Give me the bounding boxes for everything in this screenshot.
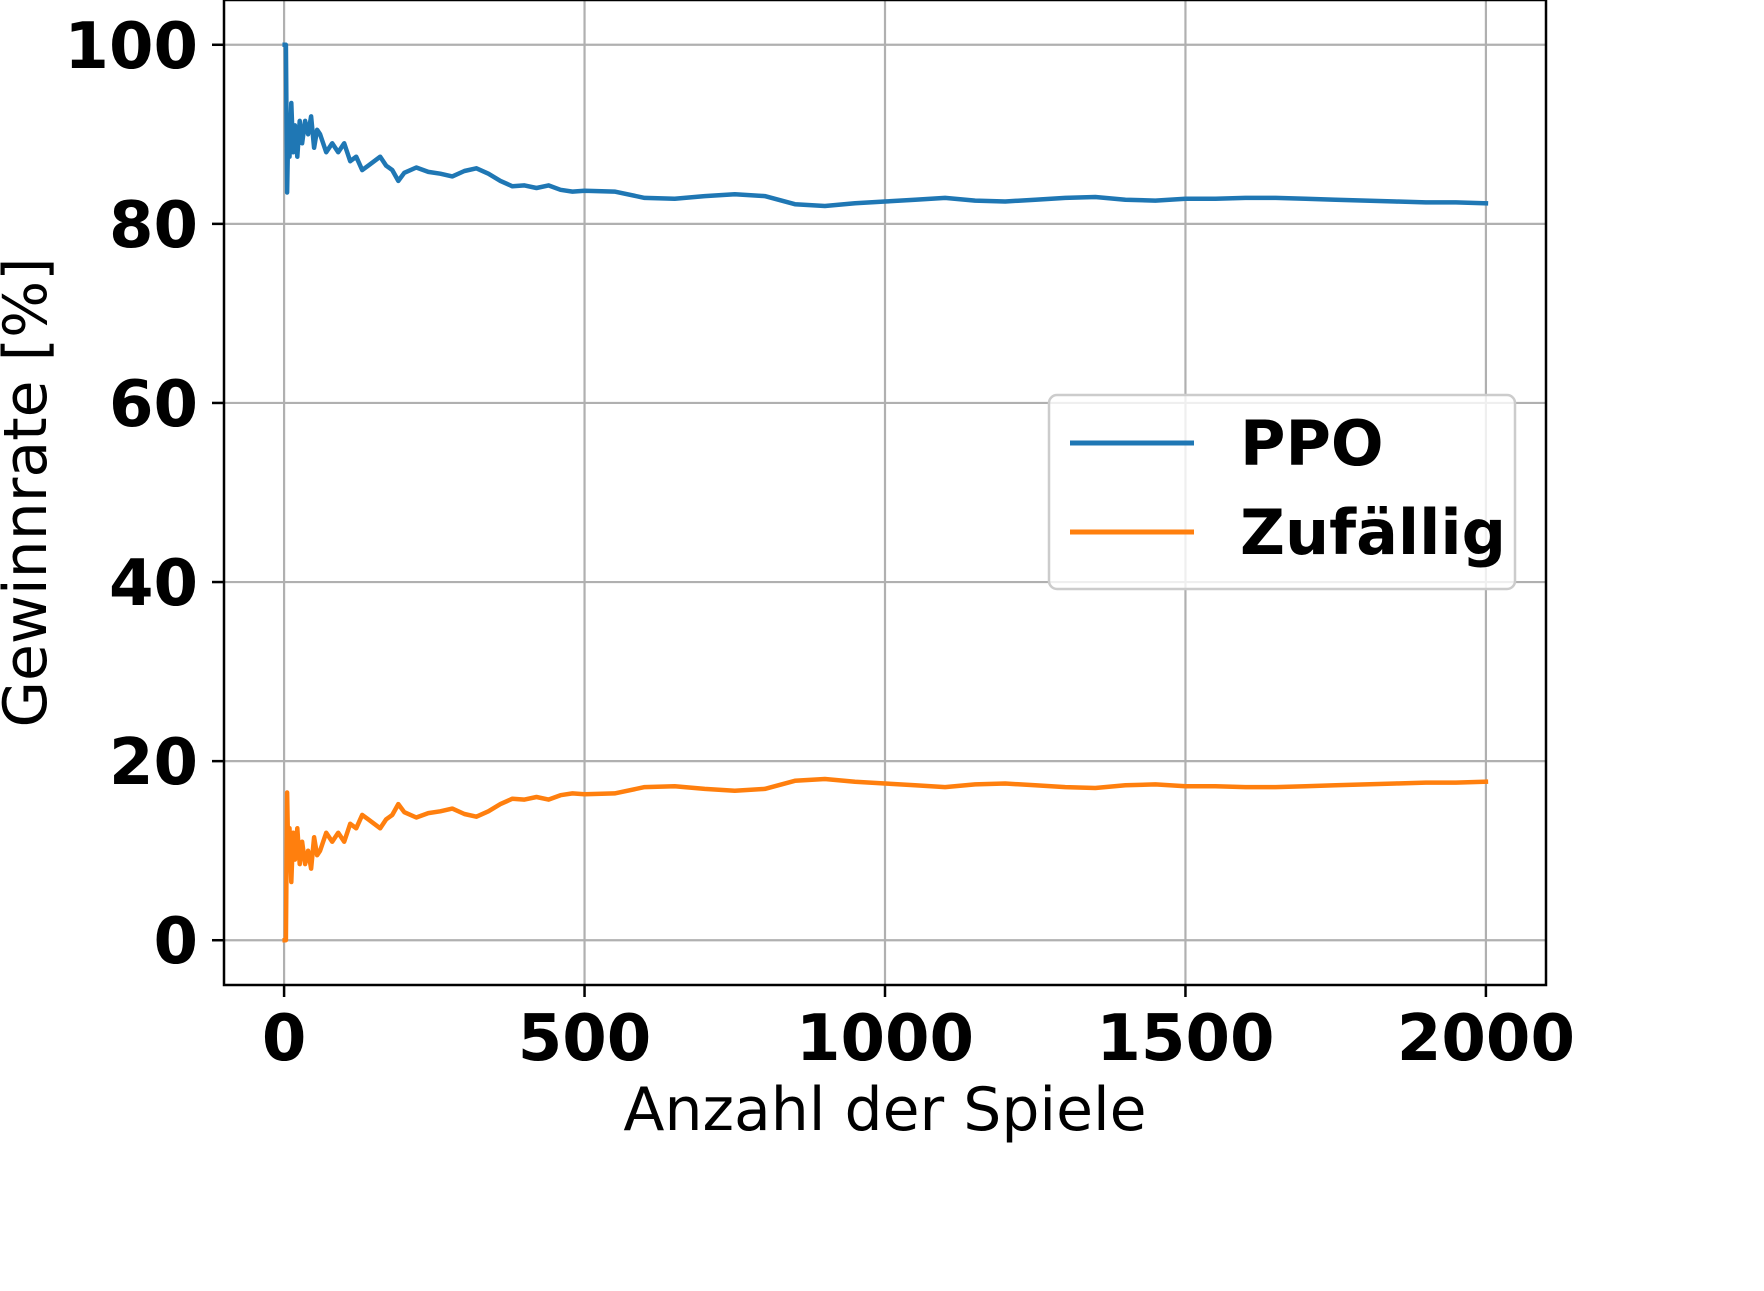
legend-label-zufaellig: Zufällig — [1240, 496, 1506, 569]
grid — [224, 0, 1546, 985]
y-tick-label: 40 — [109, 547, 198, 621]
series-line-zufaellig — [282, 776, 1489, 943]
y-tick-label: 100 — [64, 10, 198, 84]
y-tick-label: 0 — [153, 905, 198, 979]
legend-label-ppo: PPO — [1240, 407, 1384, 480]
series-lines — [282, 42, 1489, 943]
legend: PPO Zufällig — [1047, 393, 1517, 591]
series-line-ppo — [282, 42, 1489, 209]
y-tick-label: 80 — [109, 189, 198, 263]
x-tick-label: 1000 — [796, 1002, 974, 1076]
y-tick-label: 60 — [109, 368, 198, 442]
y-tick-label: 20 — [109, 726, 198, 800]
x-tick-label: 0 — [262, 1002, 307, 1076]
x-tick-label: 500 — [518, 1002, 652, 1076]
x-axis-label: Anzahl der Spiele — [623, 1075, 1146, 1145]
x-tick-label: 1500 — [1096, 1002, 1274, 1076]
ticks: 0 500 1000 1500 2000 0 20 40 60 80 100 — [64, 10, 1575, 1076]
y-axis-label: Gewinnrate [%] — [0, 258, 61, 728]
x-tick-label: 2000 — [1397, 1002, 1575, 1076]
